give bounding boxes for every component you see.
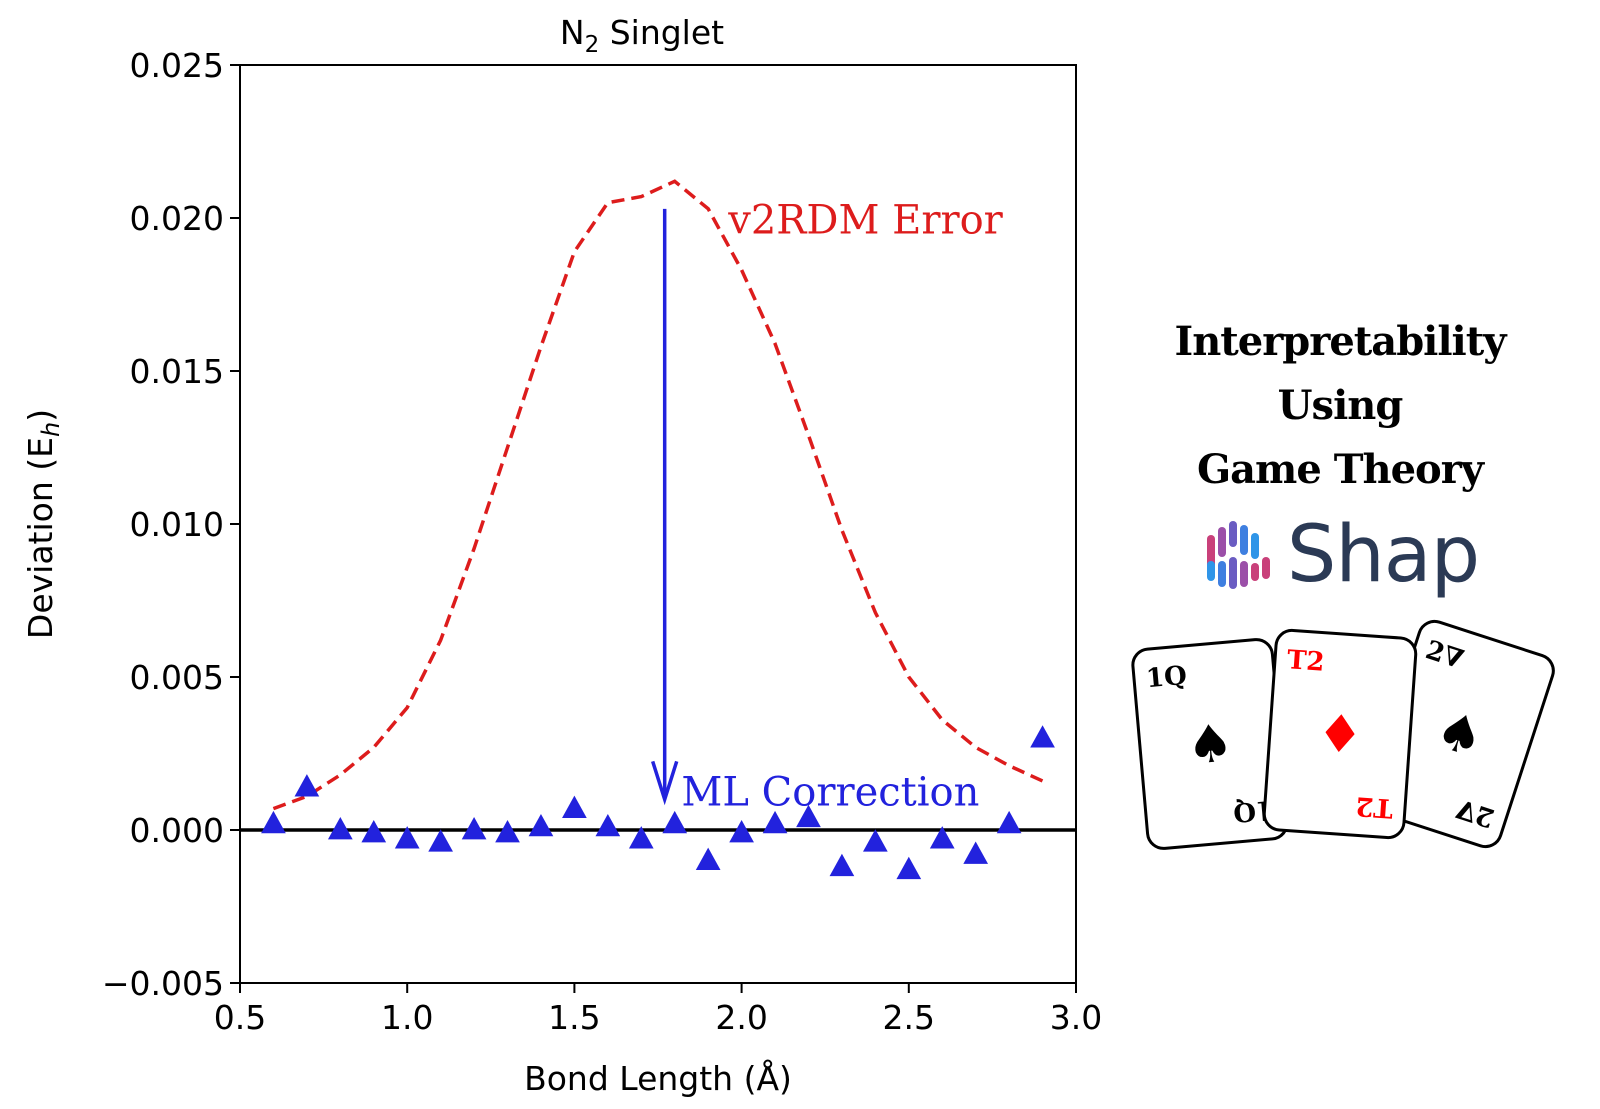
ml-correction-point <box>394 826 420 849</box>
x-tick-label: 2.5 <box>883 998 935 1037</box>
shap-logo: Shap <box>1110 510 1570 600</box>
ml-correction-layer <box>261 725 1055 880</box>
ml-correction-point <box>562 795 587 818</box>
x-axis-label: Bond Length (Å) <box>524 1058 792 1098</box>
ml-correction-point <box>829 853 855 877</box>
ml-correction-point <box>1030 725 1055 748</box>
ml-correction-point <box>294 774 320 797</box>
card-face <box>1262 628 1418 840</box>
y-tick-label: 0.000 <box>130 811 224 850</box>
y-tick-label: 0.015 <box>130 352 224 391</box>
shap-icon-bar <box>1206 561 1215 581</box>
y-tick-label: 0.020 <box>130 199 224 238</box>
x-tick-label: 0.5 <box>214 998 266 1037</box>
ml-correction-point <box>929 826 955 849</box>
card-corner-label: 1Q <box>1145 661 1188 694</box>
ml-correction-point <box>327 817 353 840</box>
shap-icon-bar <box>1239 561 1248 587</box>
headline-line-2: Game Theory <box>1196 446 1484 493</box>
ml-correction-point <box>528 813 554 837</box>
interpretability-panel: Interpretability Using Game Theory Shap … <box>1110 310 1570 864</box>
ml-correction-point <box>996 810 1022 834</box>
shap-bars-icon <box>1206 521 1270 589</box>
shap-logo-text: Shap <box>1286 510 1480 600</box>
x-tick-label: 3.0 <box>1050 998 1102 1037</box>
correction-arrow-layer <box>651 208 679 806</box>
playing-card: T2 T2 ♦ <box>1262 628 1418 840</box>
card-corner-label: T2 <box>1286 645 1325 678</box>
y-tick-label: 0.010 <box>130 505 224 544</box>
ml-correction-point <box>662 810 688 834</box>
card-suit-icon: ♠ <box>1184 713 1236 777</box>
y-axis-label: Deviation (Eh) <box>21 409 65 639</box>
ml-correction-point <box>628 826 654 849</box>
ml-correction-point <box>896 856 922 880</box>
ml-correction-point <box>428 829 453 852</box>
shap-icon-bar <box>1261 557 1270 579</box>
shap-icon-bar <box>1250 533 1259 559</box>
y-tick-label: −0.005 <box>102 964 224 1003</box>
shap-icon-bar <box>1228 557 1237 589</box>
card-corner-label: T2 <box>1355 790 1394 823</box>
shap-icon-bar <box>1217 527 1226 557</box>
y-axis-ticks: −0.005 0.000 0.005 0.010 0.015 0.020 0.025 <box>102 46 240 1003</box>
x-tick-label: 1.5 <box>548 998 600 1037</box>
card-suit-icon: ♦ <box>1315 703 1366 766</box>
shap-icon-bar <box>1217 561 1226 587</box>
shap-icon-bar <box>1239 525 1248 555</box>
ml-correction-point <box>963 841 989 864</box>
y-tick-label: 0.025 <box>130 46 224 85</box>
correction-arrow-head <box>651 760 679 806</box>
x-axis-ticks: 0.5 1.0 1.5 2.0 2.5 3.0 <box>214 983 1102 1037</box>
chart-title: N2 Singlet <box>560 13 724 58</box>
shap-icon-bar <box>1228 521 1237 547</box>
panel-headline: Interpretability Using Game Theory <box>1110 310 1570 502</box>
x-tick-label: 2.0 <box>715 998 767 1037</box>
x-tick-label: 1.0 <box>381 998 433 1037</box>
v2rdm-error-line <box>272 179 1044 811</box>
annotation-layer: v2RDM Error ML Correction <box>681 197 1003 815</box>
headline-line-1: Interpretability Using <box>1174 318 1507 429</box>
ml-correction-point <box>261 810 286 834</box>
ml-correction-point <box>762 810 788 834</box>
v2rdm-error-layer <box>272 179 1044 811</box>
ml-correction-point <box>495 820 520 843</box>
ml-correction-point <box>461 817 487 840</box>
shap-icon-bar <box>1250 563 1259 581</box>
series-annotation: ML Correction <box>681 770 979 816</box>
ml-correction-point <box>361 820 387 843</box>
ml-correction-point <box>595 813 621 837</box>
series-annotation: v2RDM Error <box>727 197 1003 243</box>
ml-correction-point <box>863 829 888 852</box>
ml-correction-point <box>695 847 721 870</box>
ml-correction-point <box>796 804 821 828</box>
y-tick-label: 0.005 <box>130 658 224 697</box>
ml-correction-point <box>729 820 754 843</box>
